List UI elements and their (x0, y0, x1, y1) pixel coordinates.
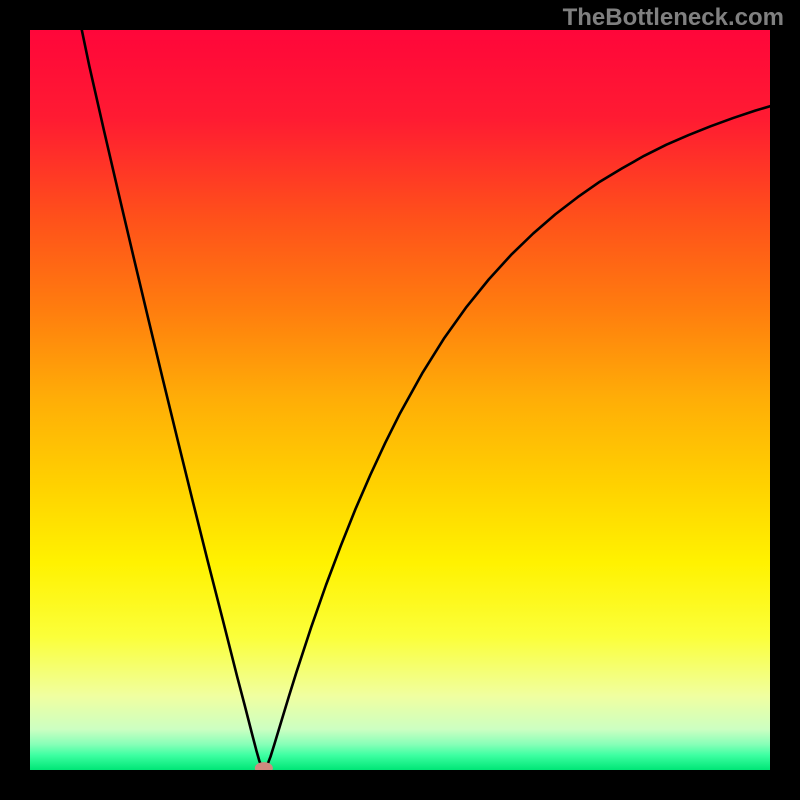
optimum-marker (255, 762, 273, 770)
plot-area (30, 30, 770, 770)
bottleneck-curve (30, 30, 770, 770)
curve-path (82, 30, 770, 769)
watermark-text: TheBottleneck.com (563, 4, 784, 32)
